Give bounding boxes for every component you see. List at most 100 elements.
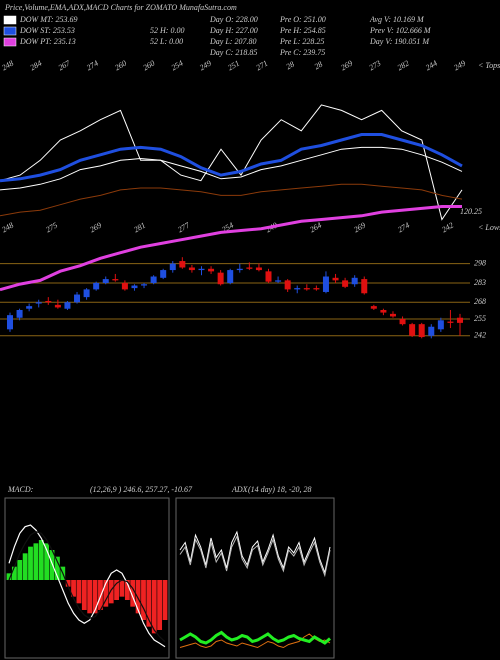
- adx-frame: [175, 497, 335, 659]
- macd-bar: [6, 573, 12, 580]
- adx-line: [179, 530, 331, 575]
- price-line: [0, 133, 463, 183]
- macd-bar: [141, 580, 146, 620]
- macd-label: MACD:: [7, 485, 34, 494]
- y-tick-label: 268: [474, 297, 486, 306]
- candle-body: [150, 276, 157, 283]
- adx-line: [179, 535, 331, 578]
- stat: Pre H: 254.85: [279, 26, 326, 35]
- macd-bar: [44, 543, 50, 580]
- candle-body: [399, 319, 406, 325]
- adx-line: [179, 630, 331, 645]
- macd-bar: [65, 580, 71, 587]
- candle-body: [428, 326, 435, 336]
- candle-body: [351, 277, 358, 285]
- candle-body: [93, 282, 100, 290]
- adx-line: [179, 633, 331, 649]
- macd-bar: [157, 580, 163, 630]
- candle-body: [332, 277, 339, 281]
- candle-body: [7, 315, 13, 330]
- stat: Day H: 227.00: [209, 26, 258, 35]
- legend-swatch: [3, 15, 17, 25]
- candle-body: [246, 267, 253, 269]
- candle-body: [217, 272, 224, 285]
- candle-body: [64, 302, 71, 309]
- candle-body: [45, 300, 52, 303]
- macd-bar: [38, 540, 44, 580]
- stat: Day C: 218.85: [209, 48, 257, 57]
- candle-body: [342, 280, 349, 287]
- macd-bar: [124, 580, 130, 600]
- candle-body: [361, 279, 368, 294]
- candle-body: [169, 263, 176, 271]
- price-line: [0, 183, 463, 217]
- macd-bar: [33, 543, 39, 580]
- macd-frame: [4, 497, 170, 659]
- candle-body: [112, 279, 119, 281]
- candle-body: [16, 310, 23, 318]
- price-line: [0, 146, 463, 191]
- stat: 52 L: 0.00: [150, 37, 183, 46]
- candle-body: [370, 306, 377, 309]
- legend-label: DOW MT: 253.69: [19, 15, 78, 24]
- tops-label: < Tops: [478, 61, 500, 70]
- candle-body: [26, 306, 33, 309]
- candle-body: [313, 288, 320, 290]
- stat: Avg V: 10.169 M: [369, 15, 425, 24]
- candle-body: [179, 261, 186, 268]
- legend-label: DOW ST: 253.53: [19, 26, 75, 35]
- macd-bar: [76, 580, 82, 604]
- stat: Pre L: 228.25: [279, 37, 324, 46]
- y-tick-label: 283: [474, 278, 486, 287]
- candle-body: [102, 279, 109, 283]
- candle-body: [294, 288, 301, 290]
- macd-bar: [81, 580, 87, 610]
- macd-bar: [114, 580, 119, 600]
- macd-bar: [130, 580, 136, 607]
- candle-body: [275, 280, 282, 282]
- candle-body: [83, 289, 90, 298]
- stat: Prev V: 102.666 M: [369, 26, 432, 35]
- candle-body: [303, 288, 310, 290]
- candle-body: [457, 317, 463, 323]
- legend-label: DOW PT: 235.13: [19, 37, 76, 46]
- candle-body: [188, 267, 195, 271]
- macd-bar: [119, 580, 125, 597]
- candle-body: [236, 268, 243, 271]
- candle-body: [227, 270, 234, 283]
- macd-bar: [151, 580, 157, 634]
- candle-body: [255, 267, 262, 271]
- macd-bar: [108, 580, 114, 604]
- macd-params: (12,26,9 ) 246.6, 257.27, -10.67: [90, 485, 193, 494]
- candle-body: [35, 302, 42, 304]
- candle-body: [447, 321, 454, 323]
- legend-swatch: [3, 26, 17, 36]
- candle-body: [74, 294, 81, 303]
- stat: 52 H: 0.00: [150, 26, 184, 35]
- page-title: Price,Volume,EMA,ADX,MACD Charts for ZOM…: [4, 3, 237, 12]
- macd-bar: [135, 580, 141, 614]
- candle-body: [322, 276, 329, 292]
- macd-bar: [22, 553, 28, 580]
- stat: Day L: 207.80: [209, 37, 256, 46]
- candle-body: [121, 282, 128, 290]
- stat: Day O: 228.00: [209, 15, 258, 24]
- candle-body: [54, 304, 61, 308]
- macd-bar: [92, 580, 98, 614]
- macd-bar: [103, 580, 109, 607]
- macd-bar: [11, 566, 17, 580]
- candle-body: [437, 320, 444, 330]
- candle-body: [409, 324, 416, 336]
- adx-params: (14 day) 18, -20, 28: [248, 485, 312, 494]
- candle-body: [284, 280, 291, 290]
- macd-bar: [162, 580, 168, 620]
- price-line: [0, 104, 463, 221]
- top-label: 28: [313, 60, 324, 72]
- y-tick-label: 298: [474, 258, 486, 267]
- candle-body: [160, 270, 167, 278]
- candle-body: [418, 324, 425, 338]
- stat: Pre O: 251.00: [279, 15, 326, 24]
- macd-bar: [17, 560, 23, 580]
